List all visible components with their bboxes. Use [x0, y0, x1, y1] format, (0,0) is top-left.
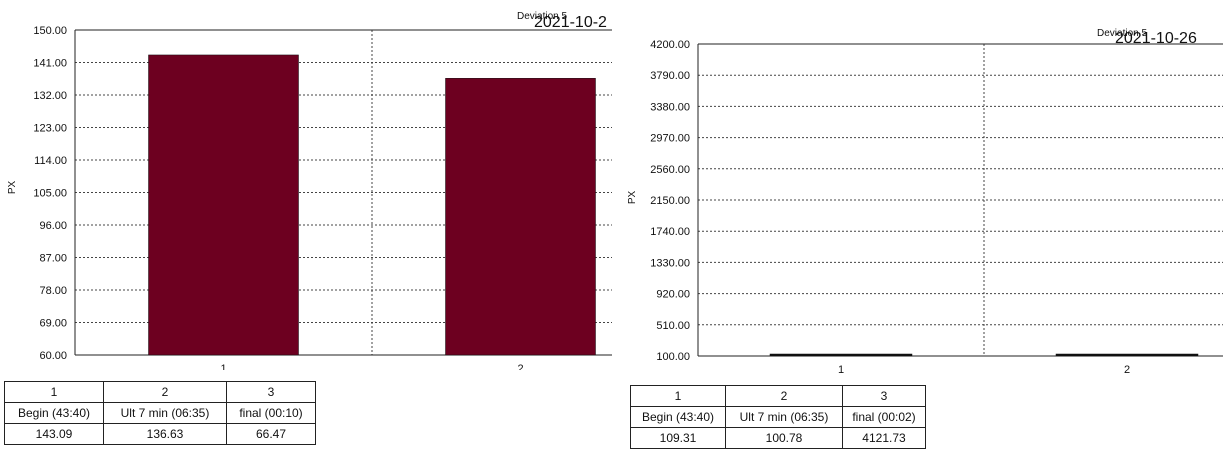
y-tick-label: 3380.00 [650, 101, 690, 113]
bar [445, 78, 596, 356]
table-label-cell: Begin (43:40) [630, 406, 726, 428]
table-header-cell: 3 [842, 385, 926, 407]
table-label-cell: Ult 7 min (06:35) [725, 406, 843, 428]
table-row: Begin (43:40) Ult 7 min (06:35) final (0… [630, 406, 926, 428]
y-tick-label: 114.00 [34, 155, 67, 167]
y-tick-label: 2150.00 [650, 195, 690, 207]
table-header-cell: 3 [226, 381, 316, 403]
table-row: Begin (43:40) Ult 7 min (06:35) final (0… [4, 402, 316, 424]
bar [148, 54, 299, 356]
y-tick-label: 150.00 [33, 25, 67, 37]
y-tick-label: 78.00 [39, 285, 67, 297]
table-header-cell: 2 [725, 385, 843, 407]
y-tick-label: 2970.00 [650, 133, 690, 145]
table-header-cell: 1 [630, 385, 726, 407]
table-header-cell: 1 [4, 381, 104, 403]
y-tick-label: 141.00 [33, 58, 67, 70]
table-value-cell: 66.47 [226, 423, 316, 445]
table-row: 143.09 136.63 66.47 [4, 423, 316, 445]
x-tick-label: 1 [220, 363, 226, 370]
table-value-cell: 143.09 [4, 423, 104, 445]
deviation-note: Deviation 5 [1097, 28, 1148, 39]
table-value-cell: 109.31 [630, 427, 726, 449]
y-tick-label: 1740.00 [650, 226, 690, 238]
y-axis-title: PX [7, 180, 19, 195]
table-label-cell: Begin (43:40) [4, 402, 104, 424]
y-tick-label: 1330.00 [650, 257, 690, 269]
table-label-cell: final (00:02) [842, 406, 926, 428]
y-tick-label: 2560.00 [650, 164, 690, 176]
table-value-cell: 4121.73 [842, 427, 926, 449]
y-tick-label: 69.00 [39, 318, 67, 330]
summary-table: 1 2 3 Begin (43:40) Ult 7 min (06:35) fi… [630, 385, 926, 449]
y-tick-label: 60.00 [39, 350, 67, 362]
bar [1055, 353, 1199, 357]
table-value-cell: 100.78 [725, 427, 843, 449]
y-axis-title: PX [627, 190, 639, 205]
chart-panel-1: 150.00 141.00 132.00 123.00 114.00 105.00 96.0… [4, 11, 612, 445]
deviation-note: Deviation 5 [517, 11, 568, 22]
table-row: 1 2 3 [4, 381, 316, 403]
y-tick-label: 96.00 [39, 220, 67, 232]
table-label-cell: final (00:10) [226, 402, 316, 424]
date-label: 2021-10-26 [1115, 30, 1197, 47]
x-tick-label: 2 [1124, 364, 1130, 376]
y-tick-label: 105.00 [33, 188, 67, 200]
table-row: 1 2 3 [630, 385, 926, 407]
y-tick-label: 920.00 [656, 289, 690, 301]
table-row: 109.31 100.78 4121.73 [630, 427, 926, 449]
chart-panel-2: 4200.00 3790.00 3380.00 2970.00 2560.00 2150.… [620, 0, 1223, 461]
y-tick-label: 4200.00 [650, 39, 690, 51]
bar-chart-2: 4200.00 3790.00 3380.00 2970.00 2560.00 2150.… [650, 39, 1223, 376]
bar [769, 353, 913, 357]
date-label: 2021-10-2 [534, 14, 607, 31]
table-label-cell: Ult 7 min (06:35) [103, 402, 227, 424]
table-value-cell: 136.63 [103, 423, 227, 445]
table-header-cell: 2 [103, 381, 227, 403]
x-tick-label: 2 [517, 363, 523, 370]
y-tick-label: 132.00 [33, 90, 67, 102]
summary-table: 1 2 3 Begin (43:40) Ult 7 min (06:35) fi… [4, 381, 316, 445]
y-tick-label: 3790.00 [650, 70, 690, 82]
x-tick-label: 1 [838, 364, 844, 376]
y-tick-label: 510.00 [656, 320, 690, 332]
y-tick-label: 87.00 [39, 253, 67, 265]
y-tick-label: 123.00 [33, 123, 67, 135]
bar-chart-1: 150.00 141.00 132.00 123.00 114.00 105.00 96.0… [33, 25, 612, 370]
y-tick-label: 100.00 [656, 351, 690, 363]
